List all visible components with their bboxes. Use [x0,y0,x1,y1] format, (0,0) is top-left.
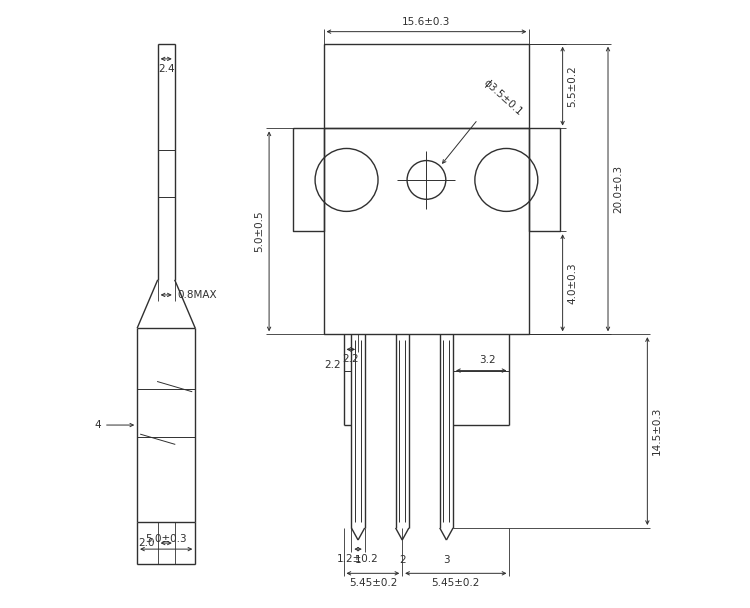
Text: 1: 1 [355,555,362,565]
Text: 15.6±0.3: 15.6±0.3 [402,17,451,27]
Text: 4.0±0.3: 4.0±0.3 [568,262,578,303]
Text: 5.5±0.2: 5.5±0.2 [568,65,578,107]
Text: 20.0±0.3: 20.0±0.3 [613,165,622,213]
Text: 2.2: 2.2 [343,354,359,364]
Text: 1.2±0.2: 1.2±0.2 [338,554,379,564]
Text: 5.45±0.2: 5.45±0.2 [431,578,480,588]
Text: 2.0: 2.0 [138,538,154,548]
Text: 2: 2 [399,555,406,565]
Text: 5.0±0.5: 5.0±0.5 [254,210,264,252]
Text: 4: 4 [94,420,100,430]
Text: 14.5±0.3: 14.5±0.3 [652,407,662,455]
Text: 2.4: 2.4 [158,64,175,74]
Text: 3.2: 3.2 [479,354,496,365]
Text: ϕ3.5±0.1: ϕ3.5±0.1 [481,78,524,117]
Text: 5.45±0.2: 5.45±0.2 [349,578,397,588]
Text: 5.0±0.3: 5.0±0.3 [146,534,187,544]
Text: 2.2: 2.2 [324,359,340,370]
Text: 3: 3 [443,555,450,565]
Text: 0.8MAX: 0.8MAX [178,290,218,300]
